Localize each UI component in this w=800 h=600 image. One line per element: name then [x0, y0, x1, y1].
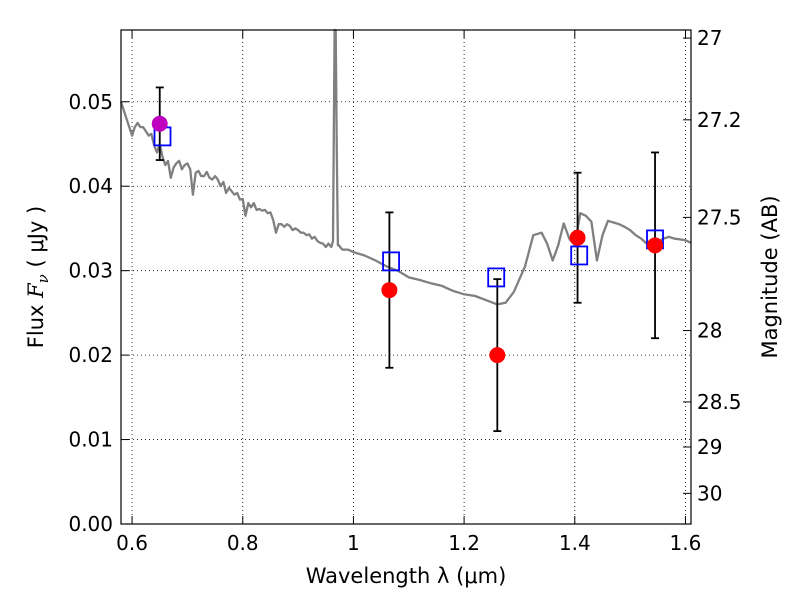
y2-axis-ticks: 27 27.2 27.5 28 28.5 29 30: [683, 26, 742, 505]
x-axis-ticks: 0.6 0.8 1 1.2 1.4 1.6: [116, 30, 701, 555]
model-square-marker: [487, 267, 506, 288]
y-tick-label: 0.01: [68, 428, 113, 452]
observed-point: [647, 237, 664, 254]
y2-tick-label: 27: [697, 26, 722, 50]
model-square-marker: [570, 245, 589, 266]
y2-axis-label: Magnitude (AB): [758, 195, 782, 358]
y2-tick-label: 29: [697, 435, 722, 459]
observed-point: [569, 229, 586, 246]
y-tick-label: 0.03: [68, 259, 113, 283]
model-square-marker: [382, 251, 400, 272]
y2-tick-label: 30: [697, 481, 722, 505]
observed-point: [151, 115, 168, 132]
x-tick-label: 1.2: [448, 531, 480, 555]
y-tick-label: 0.00: [68, 512, 113, 536]
y-tick-label: 0.02: [68, 343, 113, 367]
x-tick-label: 0.6: [116, 531, 148, 555]
observed-point: [381, 282, 398, 299]
data-points: [151, 86, 664, 433]
y-tick-label: 0.04: [68, 174, 113, 198]
y-axis-ticks: 0.00 0.01 0.02 0.03 0.04 0.05: [68, 90, 129, 536]
y2-tick-label: 27.2: [697, 108, 742, 132]
y2-tick-label: 27.5: [697, 205, 742, 229]
x-tick-label: 1.6: [670, 531, 702, 555]
y-label-suffix: ( μJy ): [24, 206, 48, 274]
y-axis-label: Flux Fν ( μJy ): [24, 206, 52, 348]
observed-point: [489, 347, 506, 364]
x-tick-label: 1: [347, 531, 360, 555]
y-label-subscript: ν: [34, 274, 52, 283]
y2-tick-label: 28: [697, 319, 722, 343]
y-label-prefix: Flux: [24, 298, 48, 348]
x-tick-label: 1.4: [559, 531, 591, 555]
y-label-symbol: F: [24, 282, 48, 299]
grid-lines: [121, 30, 691, 524]
plot-frame: [120, 29, 692, 525]
y-tick-label: 0.05: [68, 90, 113, 114]
x-tick-label: 0.8: [227, 531, 259, 555]
x-axis-label: Wavelength λ (μm): [306, 564, 507, 588]
y2-tick-label: 28.5: [697, 390, 742, 414]
